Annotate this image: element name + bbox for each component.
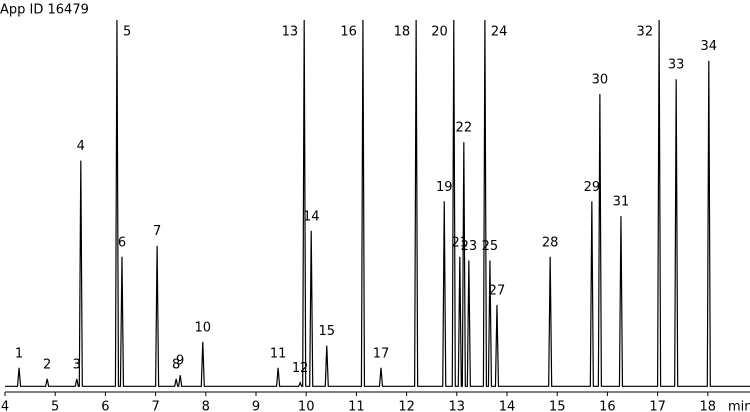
peak-label: 3 xyxy=(73,357,81,372)
x-tick-label: 12 xyxy=(398,400,415,412)
x-tick-label: 18 xyxy=(700,400,717,412)
peak-label: 19 xyxy=(436,180,453,195)
peak-label: 14 xyxy=(303,209,320,224)
x-axis-label: min xyxy=(728,400,750,412)
peak-label: 22 xyxy=(456,121,473,136)
peak-label: 25 xyxy=(482,239,499,254)
peak-label: 12 xyxy=(292,361,309,376)
peak-label: 33 xyxy=(668,58,685,73)
peak-label: 1 xyxy=(15,346,23,361)
peak-label: 31 xyxy=(613,195,630,210)
x-tick-label: 6 xyxy=(101,400,109,412)
x-tick-label: 14 xyxy=(499,400,516,412)
peak-label: 5 xyxy=(123,25,131,40)
peak-label: 9 xyxy=(176,354,184,369)
x-tick-label: 9 xyxy=(252,400,260,412)
peak-label: 30 xyxy=(592,73,609,88)
peak-label: 17 xyxy=(373,346,390,361)
peak-label: 13 xyxy=(282,25,299,40)
peak-label: 16 xyxy=(340,25,357,40)
x-tick-label: 16 xyxy=(599,400,616,412)
peak-label: 29 xyxy=(584,180,601,195)
peak-label: 23 xyxy=(461,239,478,254)
peak-label: 8 xyxy=(172,357,180,372)
x-tick-label: 7 xyxy=(151,400,159,412)
chart-title: App ID 16479 xyxy=(0,3,89,18)
x-tick-label: 17 xyxy=(649,400,666,412)
peak-label: 4 xyxy=(77,139,85,154)
peak-label: 15 xyxy=(319,324,336,339)
trace xyxy=(5,19,750,387)
peak-label: 21 xyxy=(452,235,469,250)
x-tick-label: 8 xyxy=(202,400,210,412)
peak-label: 10 xyxy=(195,320,212,335)
peak-label: 6 xyxy=(118,235,126,250)
peak-label: 18 xyxy=(394,25,411,40)
peak-label: 32 xyxy=(637,25,654,40)
peak-label: 27 xyxy=(489,283,506,298)
peak-label: 20 xyxy=(431,25,448,40)
x-tick-label: 15 xyxy=(549,400,566,412)
peak-label: 24 xyxy=(491,25,508,40)
x-tick-label: 5 xyxy=(51,400,59,412)
x-tick-label: 10 xyxy=(298,400,315,412)
x-tick-label: 4 xyxy=(1,400,9,412)
peak-label: 28 xyxy=(542,235,559,250)
peak-label: 2 xyxy=(43,357,51,372)
x-tick-label: 11 xyxy=(348,400,365,412)
peak-label: 11 xyxy=(270,346,287,361)
x-tick-label: 13 xyxy=(449,400,466,412)
peak-label: 7 xyxy=(153,224,161,239)
peak-label: 34 xyxy=(701,39,718,54)
